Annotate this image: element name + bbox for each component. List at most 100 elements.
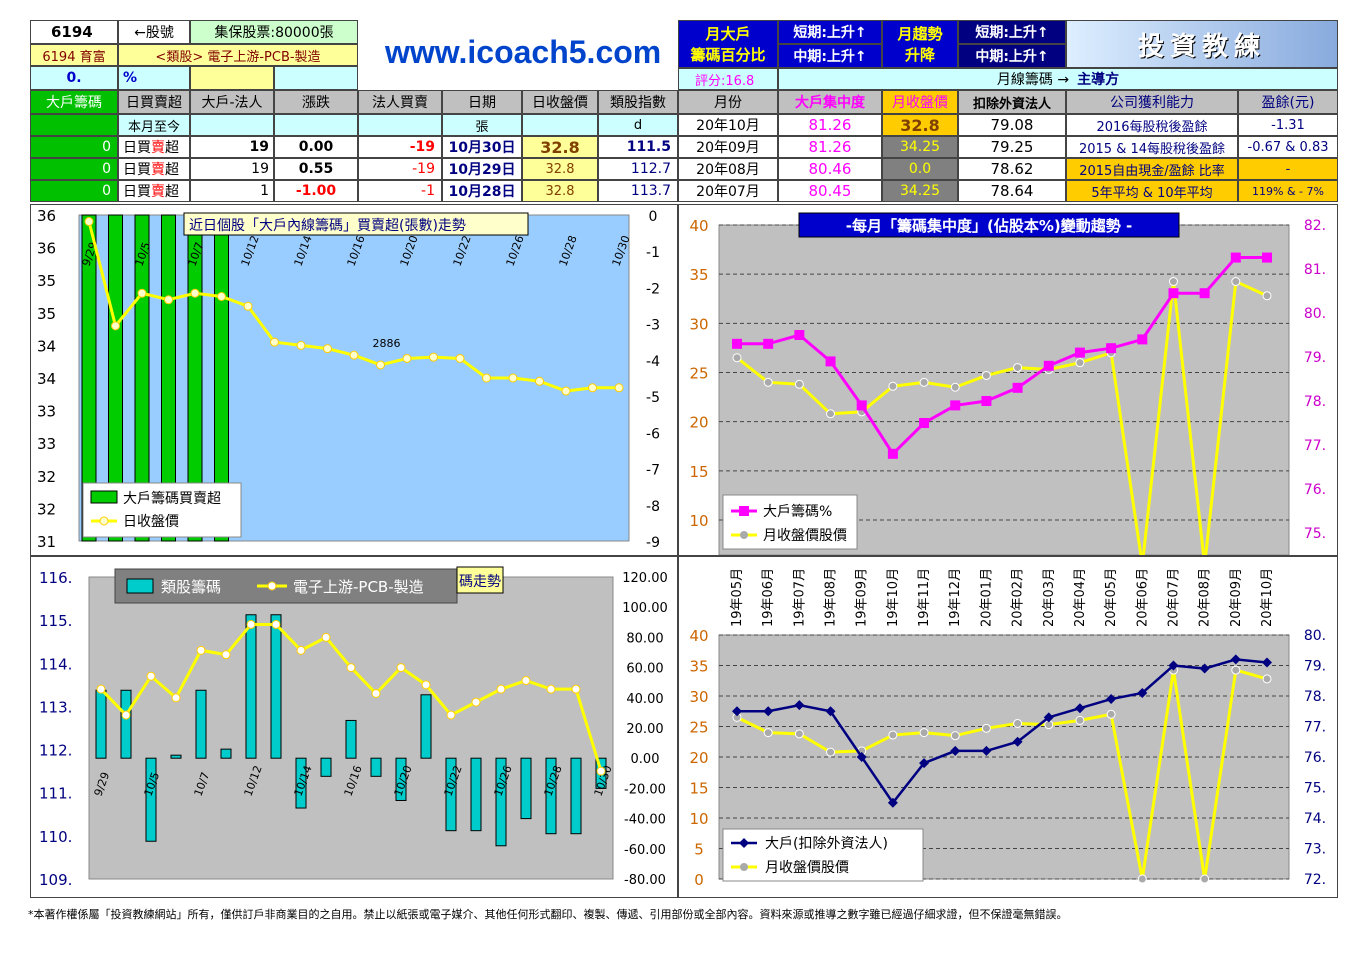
over-label: 超 (165, 184, 179, 200)
bigholder-point (794, 700, 805, 711)
price-point (1168, 277, 1178, 287)
right-table-header: 盈餘(元) (1238, 90, 1338, 114)
price-point (1262, 291, 1272, 301)
title-box (183, 212, 529, 236)
y-right-tick: 73. (1304, 842, 1326, 858)
y-left-tick: 36 (37, 240, 56, 258)
bigholder-point (1043, 360, 1054, 371)
left-table-cell: -1.00 (274, 180, 358, 202)
legend-swatch (740, 863, 748, 871)
y-left-tick: 113. (39, 698, 72, 716)
left-table-month-cell (358, 114, 442, 136)
left-table-cell: 32.8 (522, 136, 598, 158)
over-label: 超 (165, 140, 179, 156)
price-point (826, 409, 836, 419)
index-point (96, 684, 106, 694)
y-left-tick: 32 (37, 468, 56, 486)
right-table-cell: 119% & - 7% (1238, 180, 1338, 202)
legend-box (722, 494, 858, 550)
y-left-tick: 25 (689, 719, 708, 737)
right-table-cell: -1.31 (1238, 114, 1338, 136)
price-point (455, 353, 465, 363)
price-point (1137, 874, 1147, 884)
y-left-tick: 35 (37, 272, 56, 290)
sector-bar (570, 757, 582, 835)
y-right-tick: -6 (646, 426, 660, 442)
bigholder-point (1106, 694, 1117, 705)
title-box (798, 212, 1180, 238)
index-point (121, 710, 131, 720)
sector-bar (545, 757, 557, 835)
y-right-tick: 80.00 (626, 631, 663, 646)
index-point (496, 684, 506, 694)
index-point (296, 645, 306, 655)
x-tick-label: 20年02月 (1011, 568, 1026, 627)
bigholder-point (887, 448, 898, 459)
price-point (323, 344, 332, 354)
index-point (471, 697, 481, 707)
x-tick-label: 20年07月 (1166, 568, 1181, 627)
y-right-tick: 77. (1304, 720, 1326, 736)
sector-bar (345, 719, 357, 759)
sector-bar (395, 757, 407, 801)
industry-name: <類股> 電子上游-PCB-製造 (118, 44, 358, 66)
right-table-header: 公司獲利能力 (1066, 90, 1238, 114)
site-url[interactable]: www.icoach5.com (385, 34, 662, 70)
index-point (596, 766, 606, 776)
chart-4: 19年05月 19年06月 19年07月 19年08月 19年09月 19年10月 19年1… (689, 568, 1326, 889)
legend-label: 月收盤價股價 (763, 527, 847, 544)
title-box (456, 566, 504, 594)
left-table-cell: 0 (30, 136, 118, 158)
price-point (402, 353, 412, 363)
bigholder-point (1262, 657, 1272, 668)
bigholder-point (981, 396, 992, 406)
left-table-cell: 日買賣超 (118, 136, 190, 158)
bigholder-point (1074, 703, 1085, 714)
annotation-label: 2886 (373, 337, 401, 350)
bigholder-point (950, 400, 961, 411)
price-point (1106, 709, 1116, 719)
sector-bar (320, 757, 332, 777)
right-table-cell: 0.0 (882, 158, 958, 180)
legend-swatch (126, 578, 154, 594)
legend-label: 類股籌碼 (161, 578, 221, 596)
x-tick-label: 19年06月 (761, 568, 776, 627)
price-point (981, 370, 991, 380)
right-table-cell: 81.26 (778, 114, 882, 136)
y-left-tick: 32 (37, 500, 56, 518)
price-point (1262, 674, 1272, 684)
x-tick-label: 19年10月 (886, 568, 901, 627)
right-table-cell: 80.46 (778, 158, 882, 180)
sector-bar (245, 614, 257, 759)
y-left-tick: 15 (689, 780, 708, 798)
sector-bar (370, 757, 382, 777)
price-point (429, 352, 438, 362)
legend-swatch (739, 838, 749, 848)
month-big-label: 月大戶 籌碼百分比 (678, 20, 778, 68)
x-tick-label: 19年08月 (824, 568, 839, 627)
y-right-tick: 80. (1304, 306, 1326, 322)
price-point (950, 382, 960, 392)
x-tick-label: 19年05月 (730, 568, 745, 627)
sector-bar (495, 757, 507, 847)
price-point (763, 377, 773, 387)
buy-label: 日買 (123, 162, 151, 178)
right-table-cell: -0.67 & 0.83 (1238, 136, 1338, 158)
price-point (1200, 874, 1210, 884)
right-table-header: 月份 (678, 90, 778, 114)
price-point (950, 731, 960, 741)
bigholder-point (1137, 334, 1148, 345)
price-point (84, 217, 94, 227)
y-right-tick: -1 (646, 245, 660, 261)
y-left-tick: 5 (694, 841, 704, 859)
month-big-2: 籌碼百分比 (690, 46, 766, 64)
y-right-tick: 79. (1304, 350, 1326, 366)
left-table-cell: -19 (358, 136, 442, 158)
bigholder-point (763, 338, 774, 349)
y-right-tick: -60.00 (624, 843, 666, 858)
bigholder-point (1012, 382, 1023, 393)
left-table-cell: 19 (190, 158, 274, 180)
y-right-tick: 79. (1304, 659, 1326, 675)
y-right-tick: -40.00 (624, 813, 666, 828)
right-table-cell: - (1238, 158, 1338, 180)
